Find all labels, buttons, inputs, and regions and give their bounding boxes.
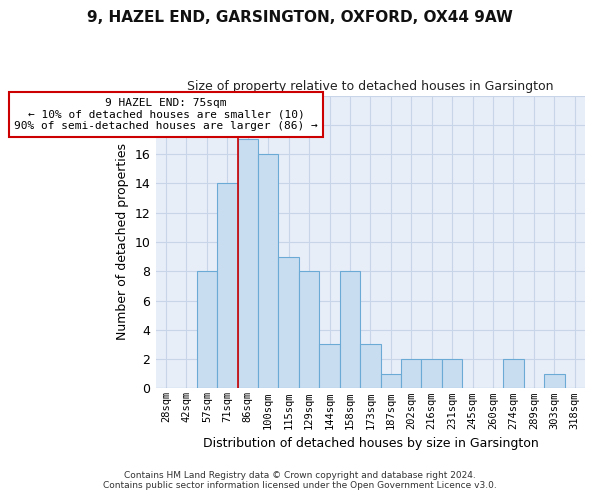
Bar [217, 184, 238, 388]
Text: 9 HAZEL END: 75sqm
← 10% of detached houses are smaller (10)
90% of semi-detache: 9 HAZEL END: 75sqm ← 10% of detached hou… [14, 98, 318, 131]
Bar [503, 359, 524, 388]
Bar [360, 344, 380, 389]
X-axis label: Distribution of detached houses by size in Garsington: Distribution of detached houses by size … [203, 437, 538, 450]
Bar [442, 359, 463, 388]
Text: Contains HM Land Registry data © Crown copyright and database right 2024.
Contai: Contains HM Land Registry data © Crown c… [103, 470, 497, 490]
Bar [299, 272, 319, 388]
Bar [421, 359, 442, 388]
Y-axis label: Number of detached properties: Number of detached properties [116, 144, 129, 340]
Text: 9, HAZEL END, GARSINGTON, OXFORD, OX44 9AW: 9, HAZEL END, GARSINGTON, OXFORD, OX44 9… [87, 10, 513, 25]
Bar [238, 140, 258, 388]
Title: Size of property relative to detached houses in Garsington: Size of property relative to detached ho… [187, 80, 554, 93]
Bar [380, 374, 401, 388]
Bar [544, 374, 565, 388]
Bar [197, 272, 217, 388]
Bar [401, 359, 421, 388]
Bar [319, 344, 340, 389]
Bar [278, 256, 299, 388]
Bar [258, 154, 278, 388]
Bar [340, 272, 360, 388]
